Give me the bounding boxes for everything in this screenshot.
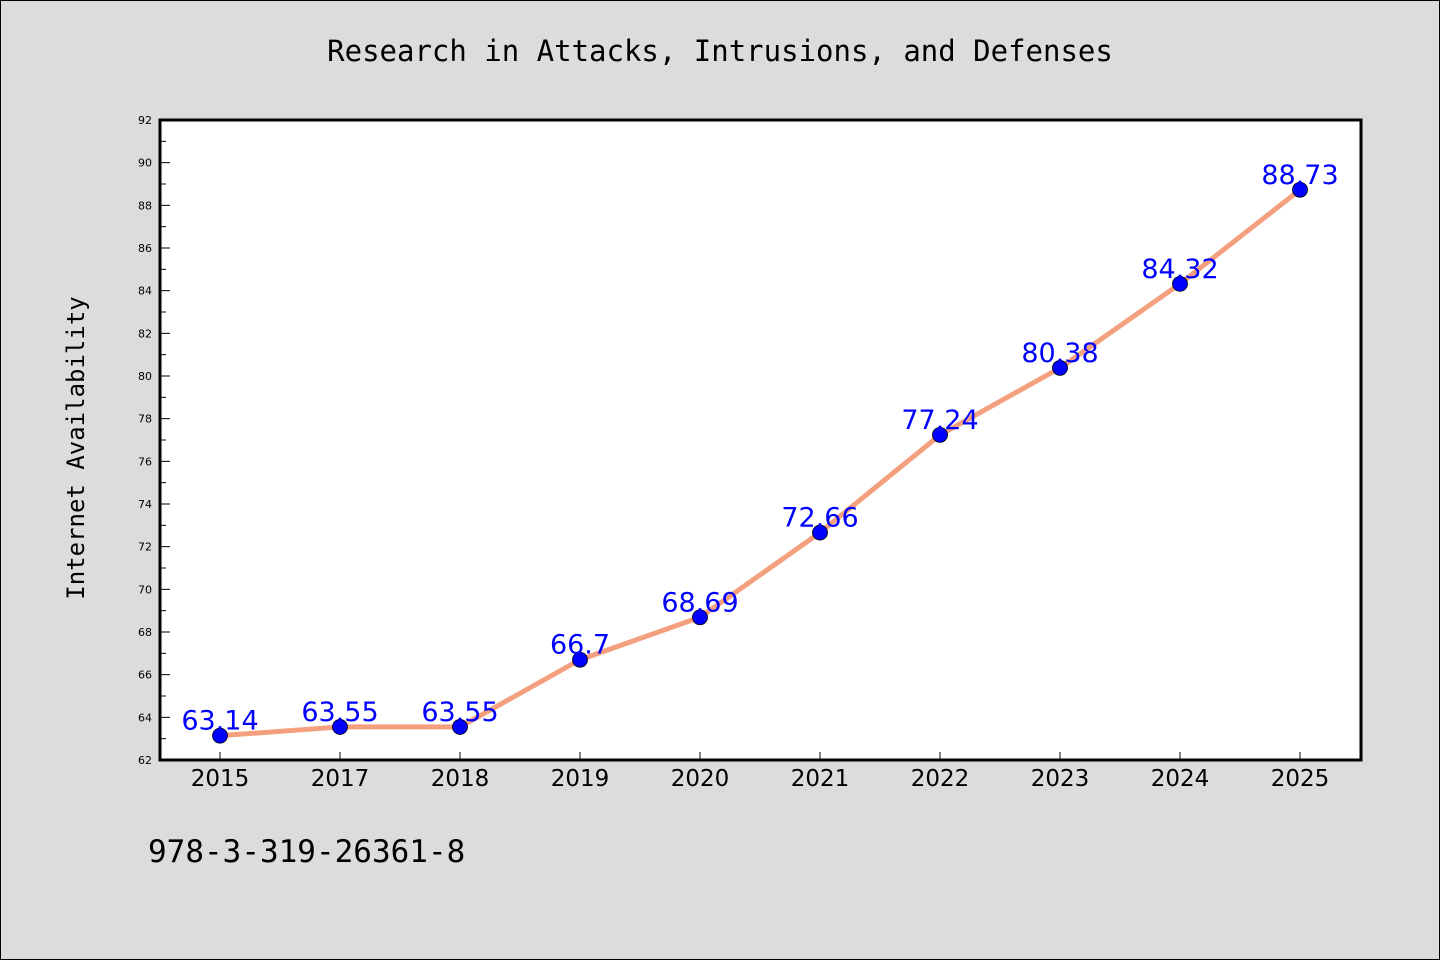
data-labels: 63.14 63.55 63.55 66.7 68.69 72.66 77.24 80.38 8… <box>181 160 1338 737</box>
data-label: 84.32 <box>1141 254 1218 285</box>
data-point <box>1292 181 1308 198</box>
y-tick-label: 74 <box>138 498 152 511</box>
y-tick-label: 86 <box>138 242 152 255</box>
x-tick-label: 2015 <box>191 766 250 792</box>
x-axis-ticks: 2015 2017 2018 2019 2020 2021 2022 2023 2024 2025 <box>191 752 1330 792</box>
y-tick-label: 76 <box>138 455 152 468</box>
x-tick-label: 2019 <box>551 766 610 792</box>
data-point <box>332 719 348 735</box>
y-tick-label: 88 <box>138 199 152 212</box>
series-markers <box>212 181 1308 744</box>
data-label: 63.55 <box>301 697 378 728</box>
data-point <box>572 651 588 668</box>
data-label: 68.69 <box>661 587 738 618</box>
y-tick-label: 90 <box>138 157 152 170</box>
y-axis-ticks: 62 64 66 68 70 72 74 76 78 80 82 84 86 88 90 92 <box>138 114 170 767</box>
data-label: 66.7 <box>550 630 610 661</box>
y-tick-label: 66 <box>138 669 152 682</box>
y-tick-label: 70 <box>138 583 152 596</box>
data-point <box>692 609 708 626</box>
x-tick-label: 2021 <box>791 766 850 792</box>
data-point <box>212 727 228 744</box>
y-tick-label: 72 <box>138 541 152 554</box>
y-tick-label: 78 <box>138 413 152 426</box>
x-tick-label: 2018 <box>431 766 490 792</box>
y-tick-label: 84 <box>138 285 152 298</box>
x-tick-label: 2023 <box>1031 766 1090 792</box>
x-tick-label: 2024 <box>1151 766 1210 792</box>
y-tick-label: 80 <box>138 370 152 383</box>
y-tick-label: 64 <box>138 711 152 724</box>
data-label: 72.66 <box>781 503 858 534</box>
x-tick-label: 2025 <box>1271 766 1330 792</box>
data-point <box>1172 275 1188 292</box>
data-label: 63.55 <box>421 697 498 728</box>
data-label: 63.14 <box>181 706 258 737</box>
series-line <box>217 187 1303 739</box>
chart-title: Research in Attacks, Intrusions, and Def… <box>327 34 1113 68</box>
y-tick-label: 62 <box>138 754 152 767</box>
data-point <box>1052 359 1068 376</box>
y-tick-label: 92 <box>138 114 152 127</box>
data-point <box>452 719 468 735</box>
data-label: 77.24 <box>901 405 978 436</box>
x-tick-label: 2020 <box>671 766 730 792</box>
x-tick-label: 2017 <box>311 766 370 792</box>
x-tick-label: 2022 <box>911 766 970 792</box>
data-label: 88.73 <box>1261 160 1338 191</box>
data-point <box>932 426 948 443</box>
y-tick-label: 82 <box>138 327 152 340</box>
isbn-text: 978-3-319-26361-8 <box>148 834 466 870</box>
data-point <box>812 524 828 541</box>
data-label: 80.38 <box>1021 338 1098 369</box>
y-tick-label: 68 <box>138 626 152 639</box>
plot-area <box>158 118 1363 762</box>
